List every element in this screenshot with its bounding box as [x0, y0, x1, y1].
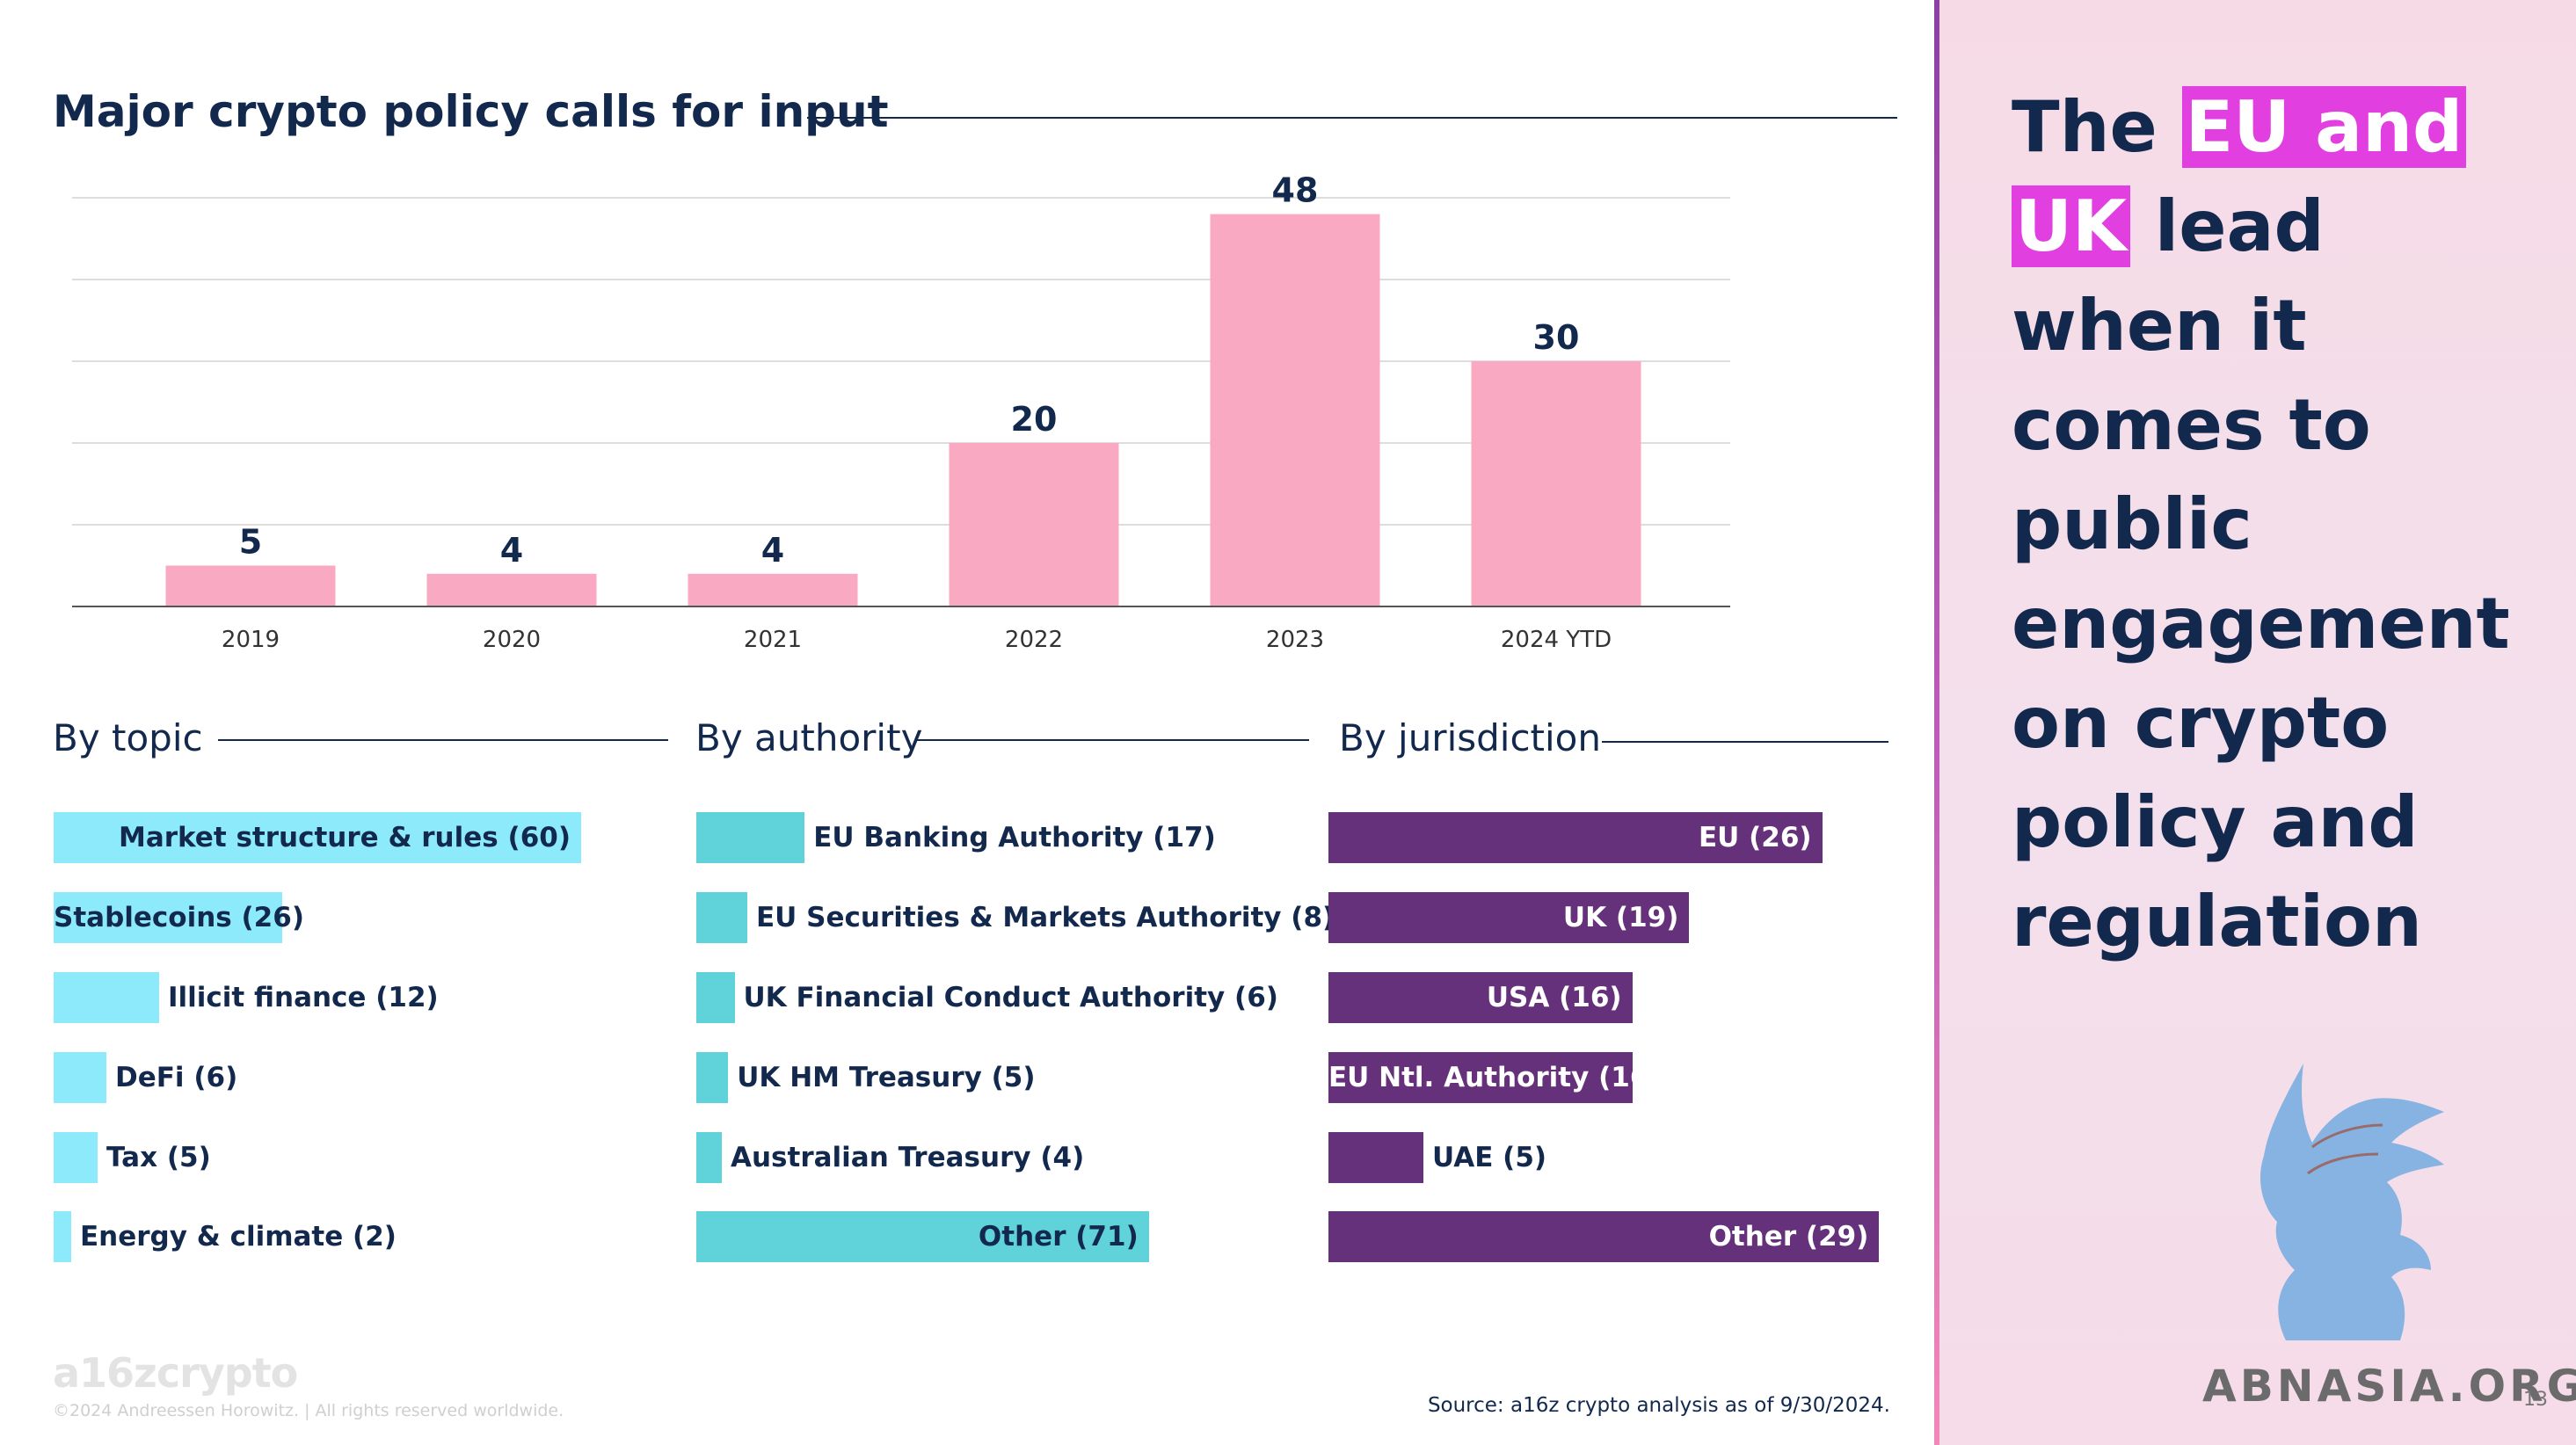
x-tick-label: 2020 [483, 627, 541, 653]
topic-bar [54, 972, 159, 1023]
authority-bar-label: Australian Treasury (4) [731, 1142, 1085, 1173]
page-number: 13 [2523, 1389, 2548, 1411]
authority-bar-label: EU Securities & Markets Authority (8) [756, 902, 1335, 933]
x-tick-label: 2019 [222, 627, 280, 653]
jurisdiction-bar-label: USA (16) [1486, 982, 1622, 1013]
jurisdiction-bar [1328, 1052, 1633, 1103]
copyright-text: ©2024 Andreessen Horowitz. | All rights … [53, 1401, 564, 1420]
brand-logo: a16zcrypto [53, 1349, 298, 1397]
x-tick-label: 2021 [744, 627, 802, 653]
jurisdiction-bar [1328, 1132, 1423, 1183]
bar-value-label: 4 [500, 531, 523, 570]
jurisdiction-bar-label: UK (19) [1562, 902, 1679, 933]
topic-bar-label: Stablecoins (26) [54, 902, 304, 933]
section-title-topic: By topic [53, 716, 203, 759]
section-title-authority: By authority [695, 716, 923, 759]
jurisdiction-bar-label: UAE (5) [1432, 1142, 1547, 1173]
authority-bar [696, 1132, 722, 1183]
topic-rule [218, 739, 668, 741]
section-title-jurisdiction: By jurisdiction [1339, 716, 1601, 759]
bar-2022 [949, 443, 1119, 606]
topic-bar [54, 892, 282, 943]
jurisdiction-rule [1602, 741, 1888, 743]
bar-2023 [1210, 214, 1380, 606]
side-panel-border [1934, 0, 1939, 1445]
authority-bar [696, 812, 805, 863]
bar-2021 [688, 573, 858, 606]
authority-bar [696, 972, 735, 1023]
jurisdiction-bar-label: Other (29) [1708, 1221, 1869, 1253]
authority-bar [696, 892, 747, 943]
topic-bar [54, 1052, 106, 1103]
bar-value-label: 5 [239, 523, 262, 562]
title-rule [807, 117, 1897, 119]
bar-value-label: 30 [1533, 318, 1580, 357]
topic-bar-label: Illicit finance (12) [168, 982, 439, 1013]
x-tick-label: 2022 [1005, 627, 1063, 653]
authority-bar-label: UK HM Treasury (5) [737, 1062, 1036, 1093]
authority-bar-label: UK Financial Conduct Authority (6) [743, 982, 1278, 1013]
x-tick-label: 2023 [1266, 627, 1324, 653]
topic-bar-label: DeFi (6) [115, 1062, 238, 1093]
jurisdiction-bar [1328, 972, 1633, 1023]
authority-bar [696, 1052, 729, 1103]
bar-2019 [165, 565, 336, 606]
headline-highlight-uk: UK [2012, 185, 2130, 267]
authority-bar [696, 1211, 1149, 1262]
x-tick-label: 2024 YTD [1501, 627, 1612, 653]
headline: The EU and UK lead when it comes to publ… [2012, 77, 2539, 971]
headline-part1: The [2012, 86, 2182, 168]
topic-bar-label: Energy & climate (2) [80, 1221, 397, 1253]
headline-highlight-eu: EU and [2181, 86, 2467, 168]
topic-bar [54, 1132, 98, 1183]
watermark-text: ABNASIA.ORG [2202, 1361, 2576, 1412]
jurisdiction-bar [1328, 1211, 1880, 1262]
source-note: Source: a16z crypto analysis as of 9/30/… [1427, 1394, 1890, 1417]
authority-rule [917, 739, 1309, 741]
jurisdiction-bar-label: EU Ntl. Authority (16) [1328, 1062, 1662, 1093]
bar-value-label: 48 [1272, 171, 1319, 210]
bar-2020 [426, 573, 597, 606]
authority-bar-label: Other (71) [978, 1221, 1139, 1253]
jurisdiction-bar [1328, 892, 1690, 943]
authority-bar-label: EU Banking Authority (17) [813, 822, 1216, 853]
jurisdiction-bar-label: EU (26) [1698, 822, 1812, 853]
griffin-logo-icon [2259, 1064, 2444, 1340]
topic-bar [54, 812, 581, 863]
headline-part2: lead when it comes to public engagement … [2012, 185, 2510, 962]
topic-bar-label: Market structure & rules (60) [118, 822, 571, 853]
bar-value-label: 20 [1011, 400, 1058, 439]
topic-bar [54, 1211, 71, 1262]
yearly-bar-chart: 5 2019 4 2020 4 2021 20 2022 48 2023 30 2024 YTD [72, 171, 1730, 653]
page-title: Major crypto policy calls for input [53, 86, 889, 137]
bar-value-label: 4 [761, 531, 784, 570]
bar-2024-ytd [1471, 361, 1641, 606]
topic-bar-label: Tax (5) [106, 1142, 211, 1173]
jurisdiction-bar [1328, 812, 1823, 863]
